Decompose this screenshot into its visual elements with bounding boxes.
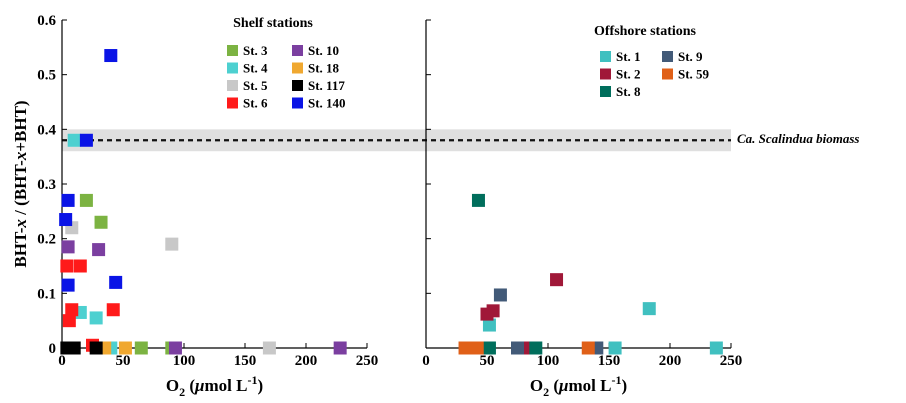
y-tick-label: 0.3 — [37, 177, 56, 193]
data-point-st-6 — [62, 314, 76, 328]
data-point-st-140 — [104, 49, 118, 63]
right-x-tick-label: 100 — [537, 353, 560, 369]
data-point-st-8 — [482, 341, 496, 355]
data-point-st-5 — [262, 341, 276, 355]
left-x-axis-label: O2 (μmol L-1) — [166, 373, 263, 399]
data-point-st-5 — [165, 237, 179, 251]
offshore-legend-entry: St. 8 — [616, 84, 641, 99]
reference-label: Ca. Scalindua biomass — [737, 131, 859, 146]
data-point-st-2 — [550, 273, 564, 287]
right-x-axis-label: O2 (μmol L-1) — [530, 373, 627, 399]
legend-layer: Shelf stations St. 3 St. 4 St. 5 St. 6 St. 10… — [227, 16, 710, 111]
shelf-legend-entry: St. 4 — [243, 61, 268, 76]
reference-band-layer — [62, 129, 731, 152]
data-point-st-59 — [581, 341, 595, 355]
data-point-st-59 — [470, 341, 484, 355]
data-point-st-140 — [61, 193, 75, 207]
data-point-st-140 — [61, 278, 75, 292]
shelf-legend-swatch — [227, 45, 238, 56]
shelf-legend-swatch — [292, 62, 303, 74]
axes-layer: 0 50 100 150 200 250 0 0.1 0.2 0.3 0.4 0.5 0.6 0 50 100… — [37, 13, 742, 369]
right-x-tick-label: 250 — [720, 353, 743, 369]
left-x-tick-label: 150 — [234, 353, 257, 369]
data-point-st-8 — [471, 193, 485, 207]
label-layer: Ca. Scalindua biomass BHT-x / (BHT-x+BHT)… — [11, 100, 859, 399]
right-x-tick-label: 50 — [480, 353, 495, 369]
left-x-tick-label: 0 — [58, 353, 66, 369]
data-point-st-10 — [61, 240, 75, 254]
data-point-st-4 — [67, 133, 81, 147]
data-point-st-59 — [458, 341, 472, 355]
y-tick-label: 0.2 — [37, 232, 56, 248]
data-points-layer — [59, 49, 723, 355]
y-tick-label: 0.4 — [37, 122, 56, 138]
offshore-legend-entry: St. 9 — [678, 49, 703, 64]
offshore-legend-entry: St. 1 — [616, 49, 641, 64]
data-point-st-8 — [529, 341, 543, 355]
shelf-legend-swatch — [292, 80, 303, 91]
data-point-st-117 — [89, 341, 103, 355]
y-axis-label: BHT-x / (BHT-x+BHT) — [11, 100, 30, 267]
left-x-tick-label: 200 — [295, 353, 318, 369]
data-point-st-140 — [109, 275, 123, 289]
data-point-st-10 — [92, 243, 106, 257]
y-tick-label: 0 — [49, 341, 57, 357]
y-tick-label: 0.6 — [37, 13, 56, 29]
shelf-legend-entry: St. 6 — [243, 96, 268, 111]
shelf-legend-entry: St. 3 — [243, 43, 268, 58]
data-point-st-10 — [168, 341, 182, 355]
data-point-st-1 — [642, 302, 656, 316]
right-x-tick-label: 0 — [422, 353, 430, 369]
shelf-legend-entry: St. 140 — [308, 96, 346, 111]
data-point-st-3 — [79, 193, 93, 207]
offshore-legend-swatch — [662, 68, 673, 80]
offshore-legend-swatch — [600, 51, 611, 62]
shelf-legend-entry: St. 117 — [308, 78, 345, 93]
data-point-st-4 — [89, 311, 103, 325]
data-point-st-1 — [709, 341, 723, 355]
data-point-st-6 — [65, 303, 79, 317]
offshore-legend-swatch — [600, 68, 611, 80]
data-point-st-6 — [106, 303, 120, 317]
left-x-tick-label: 50 — [116, 353, 131, 369]
data-point-st-1 — [608, 341, 622, 355]
data-point-st-3 — [94, 215, 108, 229]
shelf-legend-title: Shelf stations — [233, 16, 313, 31]
shelf-legend-entry: St. 10 — [308, 43, 339, 58]
shelf-legend-swatch — [292, 45, 303, 56]
shelf-legend-swatch — [227, 97, 238, 109]
data-point-st-9 — [511, 341, 524, 355]
offshore-legend-entry: St. 2 — [616, 67, 641, 82]
left-x-tick-label: 100 — [173, 353, 196, 369]
offshore-legend-title: Offshore stations — [594, 24, 697, 39]
data-point-st-1 — [482, 318, 496, 332]
data-point-st-140 — [79, 133, 93, 147]
y-tick-label: 0.1 — [37, 286, 56, 302]
data-point-st-6 — [60, 259, 74, 273]
y-tick-label: 0.5 — [37, 68, 56, 84]
data-point-st-2 — [480, 307, 494, 321]
data-point-st-18 — [118, 341, 132, 355]
data-point-st-140 — [59, 213, 73, 227]
shelf-legend-swatch — [227, 80, 238, 91]
data-point-st-9 — [493, 288, 507, 302]
offshore-legend-swatch — [600, 86, 611, 97]
data-point-st-6 — [73, 259, 87, 273]
right-x-tick-label: 200 — [659, 353, 682, 369]
shelf-legend-swatch — [292, 97, 303, 109]
offshore-legend-swatch — [662, 51, 673, 62]
data-point-st-117 — [67, 341, 81, 355]
right-x-tick-label: 150 — [598, 353, 621, 369]
data-point-st-10 — [333, 341, 347, 355]
data-point-st-3 — [134, 341, 148, 355]
shelf-legend-swatch — [227, 62, 238, 74]
shelf-legend-entry: St. 18 — [308, 61, 340, 76]
offshore-legend-entry: St. 59 — [678, 67, 710, 82]
shelf-legend-entry: St. 5 — [243, 78, 268, 93]
left-x-tick-label: 250 — [356, 353, 379, 369]
